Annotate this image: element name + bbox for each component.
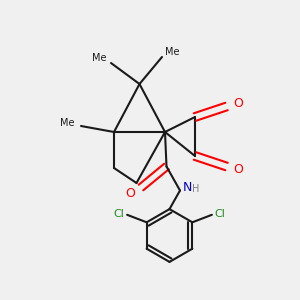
Text: Me: Me bbox=[92, 53, 106, 64]
Text: Cl: Cl bbox=[215, 209, 226, 219]
Text: O: O bbox=[126, 187, 135, 200]
Text: Me: Me bbox=[60, 118, 75, 128]
Text: N: N bbox=[183, 181, 192, 194]
Text: O: O bbox=[234, 97, 243, 110]
Text: H: H bbox=[192, 184, 199, 194]
Text: O: O bbox=[234, 163, 243, 176]
Text: Cl: Cl bbox=[113, 209, 124, 219]
Text: Me: Me bbox=[165, 47, 180, 58]
